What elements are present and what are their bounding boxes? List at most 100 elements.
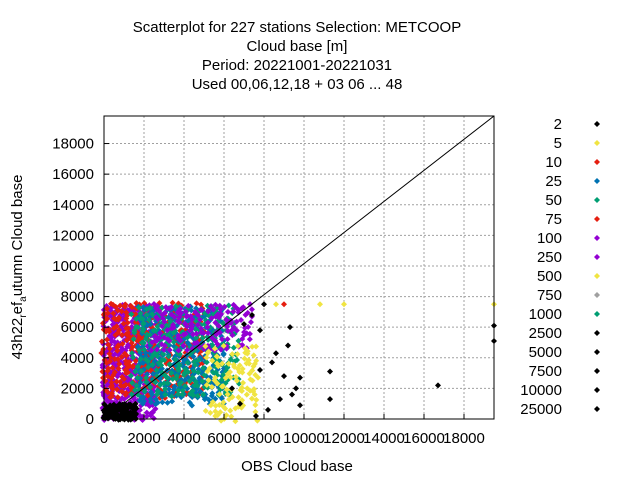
cluster-point [116,361,123,368]
cluster-point [230,324,237,331]
cluster-point [159,323,166,330]
cluster-point [233,318,240,325]
cluster-point [222,374,229,381]
cluster-point [201,372,208,379]
x-tick-label: 0 [100,430,108,447]
cluster-point [120,320,127,327]
y-tick-label: 16000 [52,166,94,183]
data-point [297,402,303,409]
cluster-point [251,386,258,393]
data-point [241,321,247,328]
cluster-point [117,302,124,309]
legend-marker [594,140,600,146]
legend-marker [594,387,600,393]
cluster-point [159,304,166,311]
cluster-point [111,369,118,376]
cluster-point [114,307,121,314]
legend-marker [594,311,600,317]
data-point [269,359,275,366]
cluster-point [208,384,215,391]
cluster-point [212,301,219,308]
cluster-point [169,376,176,383]
cluster-point [198,325,205,332]
legend-item: 25 [545,173,600,190]
cluster-point [253,357,260,364]
y-label-part-2: ef [9,301,26,314]
cluster-point [137,310,144,317]
cluster-point [204,324,211,331]
cluster-point [136,347,143,354]
data-point [297,374,303,381]
cluster-point [250,352,257,359]
cluster-point [187,313,194,320]
cluster-point [110,310,117,317]
cluster-point [164,327,171,334]
cluster-point [128,391,135,398]
x-tick-label: 16000 [403,430,445,447]
title-line-4: Used 00,06,12,18 + 03 06 ... 48 [192,76,403,93]
cluster-point [153,366,160,373]
cluster-point [203,359,210,366]
cluster-point [203,382,210,389]
cluster-point [200,364,207,371]
cluster-point [200,330,207,337]
cluster-point [155,334,162,341]
cluster-point [204,333,211,340]
cluster-point [217,346,224,353]
cluster-point [216,302,223,309]
legend-item: 2 [554,116,600,133]
y-axis-label: 43h22refautumn Cloud base [9,175,29,360]
cluster-point [205,308,212,315]
cluster-point [179,391,186,398]
x-tick-label: 14000 [363,430,405,447]
cluster-point [121,350,128,357]
data-point [229,385,235,392]
cluster-point [105,326,112,333]
data-point [327,368,333,375]
cluster-point [133,382,140,389]
cluster-point [224,308,231,315]
cluster-point [212,337,219,344]
cluster-point [134,374,141,381]
cluster-yellow-right [202,342,262,425]
cluster-point [103,336,110,343]
cluster-point [149,361,156,368]
cluster-point [152,405,159,412]
legend-item: 5 [554,135,600,152]
legend-marker [594,254,600,260]
cluster-point [114,356,121,363]
cluster-point [177,337,184,344]
chart-title: Scatterplot for 227 stations Selection: … [133,19,461,93]
cluster-point [248,306,255,313]
legend-label: 25000 [520,401,562,418]
cluster-point [166,357,173,364]
cluster-point [166,337,173,344]
legend-item: 100 [537,230,600,247]
cluster-point [227,407,234,414]
cluster-point [194,339,201,346]
cluster-point [108,390,115,397]
cluster-point [118,331,125,338]
legend-marker [594,292,600,298]
cluster-point [119,340,126,347]
cluster-point [154,323,161,330]
cluster-point [200,391,207,398]
cluster-point [154,373,161,380]
cluster-point [223,386,230,393]
legend-label: 50 [545,192,562,209]
cluster-point [130,336,137,343]
cluster-point [233,327,240,334]
cluster-point [218,336,225,343]
legend: 2510255075100250500750100025005000750010… [520,116,600,418]
cluster-point [168,303,175,310]
cluster-point [147,395,154,402]
diagonal-mark [103,115,495,420]
cluster-point [214,353,221,360]
cluster-point [125,329,132,336]
cluster-point [147,305,154,312]
cluster-point [121,375,128,382]
cluster-point [233,357,240,364]
cluster-point [252,371,259,378]
cluster-point [232,304,239,311]
cluster-point [175,387,182,394]
